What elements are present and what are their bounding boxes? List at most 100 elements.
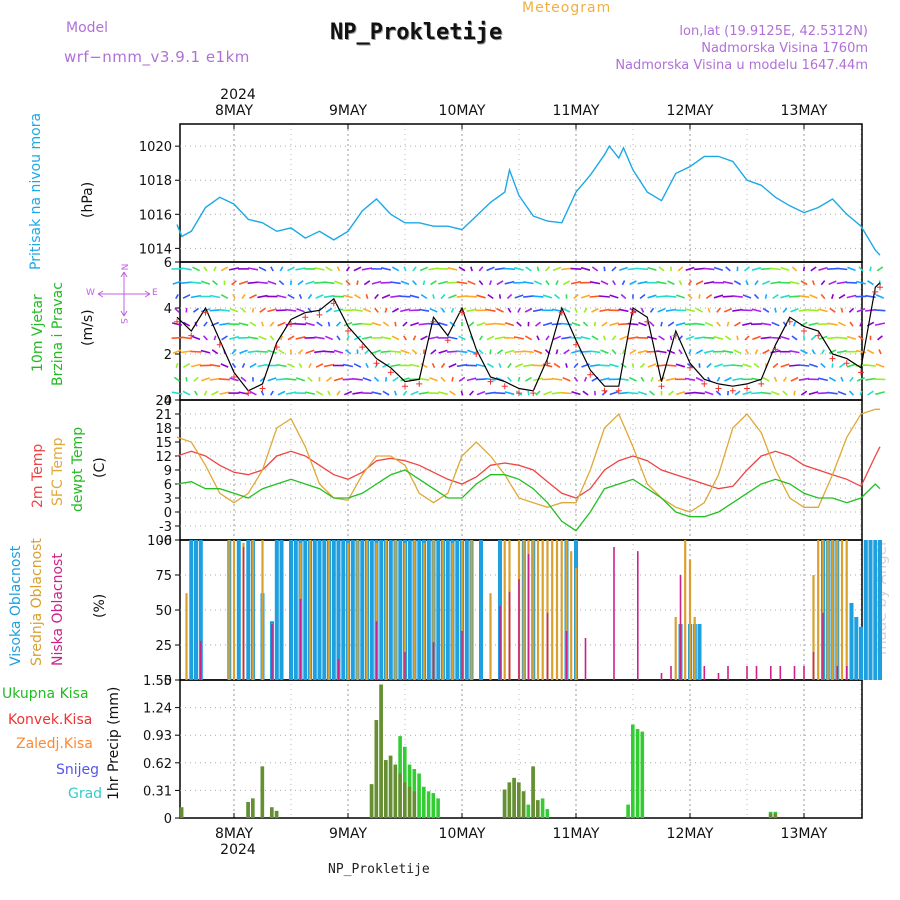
wind-arrow [172,280,182,285]
wind-arrow [458,266,466,272]
wind-arrow [545,335,550,341]
wind-arrow [314,281,325,284]
wind-arrow [241,293,246,300]
wind-arrow [220,266,229,272]
high-cloud-bar [336,540,341,680]
mid-cloud-bar [693,617,696,680]
wind-arrow [800,349,808,355]
wind-arrow [876,266,884,272]
mid-cloud-bar [251,540,255,680]
wind-arrow [504,280,515,285]
wind-arrow [772,293,779,300]
wind-arrow [479,335,483,341]
mid-cloud-bar [185,593,188,680]
wind-arrow [859,321,863,327]
wind-arrow [232,293,236,300]
wind-marker [558,309,565,316]
conv-precip-bar [369,784,374,818]
wind-arrow [315,294,324,299]
wind-arrow [562,307,571,313]
wind-arrow [837,390,847,396]
wind-arrow [489,349,492,355]
wind-marker [288,321,294,328]
wind-arrow [649,321,655,327]
wind-arrow [553,362,561,369]
wind-arrow [403,335,407,341]
dewpoint-line [176,469,881,532]
wind-arrow [456,363,468,368]
wind-arrow [345,280,351,286]
wind-arrow [270,266,274,272]
wind-arrow [506,293,513,300]
wind-arrow [391,307,400,313]
wind-arrow [315,390,324,396]
high-cloud-bar [417,540,422,680]
wind-arrow [466,308,477,313]
low-cloud-bar [337,659,340,680]
wind-arrow [722,280,734,285]
wind-arrow [532,295,544,298]
low-cloud-bar [242,547,245,680]
y-tick-label: 100 [147,534,172,549]
wind-arrow [656,280,667,285]
wind-arrow [354,294,361,299]
y-tick-label: 18 [155,422,172,437]
wind-arrow [486,335,495,341]
wind-arrow [609,322,619,327]
wind-arrow [456,350,468,354]
wind-marker [829,355,836,362]
wind-arrow [240,376,247,382]
conv-precip-bar [773,813,778,818]
wind-arrow [612,280,616,286]
wind-arrow [733,349,742,355]
pressure-panel: 1014 1016 1018 1020 [139,123,863,263]
high-cloud-bar [341,540,346,680]
y-tick-label: 21 [155,408,172,423]
wind-arrow [420,293,428,300]
wind-arrow [703,267,715,271]
wind-arrow [849,390,854,396]
wind-arrow [231,349,237,355]
wind-arrow [877,335,883,341]
mid-cloud-bar [574,568,578,680]
wind-marker [772,346,779,353]
low-cloud-bar [613,547,615,680]
wind-arrow [780,266,790,272]
wind-arrow [277,390,286,396]
wind-arrow [878,349,882,355]
wind-arrow [485,391,496,395]
conv-precip-bar [179,807,184,818]
wind-arrow [365,294,369,299]
wind-arrow [247,267,259,271]
wind-arrow [621,280,626,286]
wind-arrow [220,293,229,300]
wind-arrow [866,349,875,355]
mid-cloud-bar [565,540,568,680]
low-cloud-bar [660,673,663,680]
station-title: NP_Prokletije [330,20,503,45]
low-cloud-bar [299,598,302,680]
wind-arrow [846,294,857,299]
wind-arrow [353,266,362,272]
wind-arrow [390,363,401,368]
wind-arrow [774,307,777,313]
wind-arrow [694,322,705,326]
wind-arrow [647,294,657,299]
wind-arrow [609,294,619,299]
wind-arrow [259,307,266,313]
top-date-label: 10MAY [439,103,486,119]
wind-arrow [828,349,837,355]
wind-arrow [865,364,876,367]
wind-arrow [241,362,246,369]
mid-cloud-bar [346,542,350,680]
wind-arrow [790,308,799,313]
wind-arrow [229,308,239,313]
wind-arrow [561,322,572,326]
wind-arrow [251,307,255,313]
wind-arrow [760,322,772,326]
wind-marker [345,328,351,334]
wind-arrow [476,321,486,327]
wind-arrow [677,266,684,272]
wind-arrow [827,336,838,340]
wind-arrow [789,350,800,354]
